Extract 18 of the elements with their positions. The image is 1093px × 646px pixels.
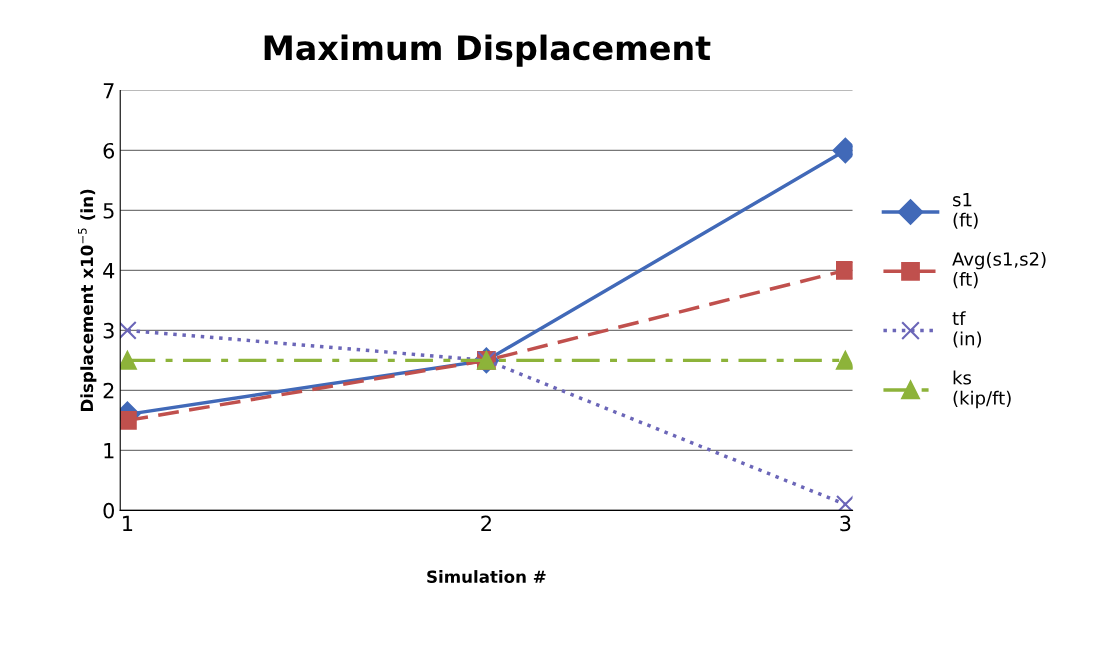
y-axis-title: Displacement x10$^{−5}$ (in): [78, 189, 97, 412]
chart-title: Maximum Displacement: [264, 34, 711, 67]
x-tick-label: 3: [840, 515, 851, 532]
y-tick-label: 5: [103, 203, 114, 219]
y-tick-label: 4: [103, 263, 115, 279]
y-tick-label: 6: [103, 142, 115, 159]
x-tick-label: 1: [123, 515, 133, 532]
y-tick-label: 1: [104, 443, 114, 459]
legend-label: tf (in): [952, 311, 982, 348]
legend-label: s1 (ft): [953, 193, 978, 229]
y-tick-label: 2: [103, 382, 114, 399]
x-tick-label: 2: [481, 515, 491, 532]
y-tick-label: 3: [103, 322, 114, 339]
legend-label: Avg(s1,s2) (ft): [952, 251, 1046, 289]
legend-label: ks (kip/ft): [953, 370, 1011, 409]
y-tick-label: 0: [103, 502, 114, 519]
x-axis-title: Simulation #: [427, 570, 546, 583]
y-tick-label: 7: [103, 83, 114, 99]
